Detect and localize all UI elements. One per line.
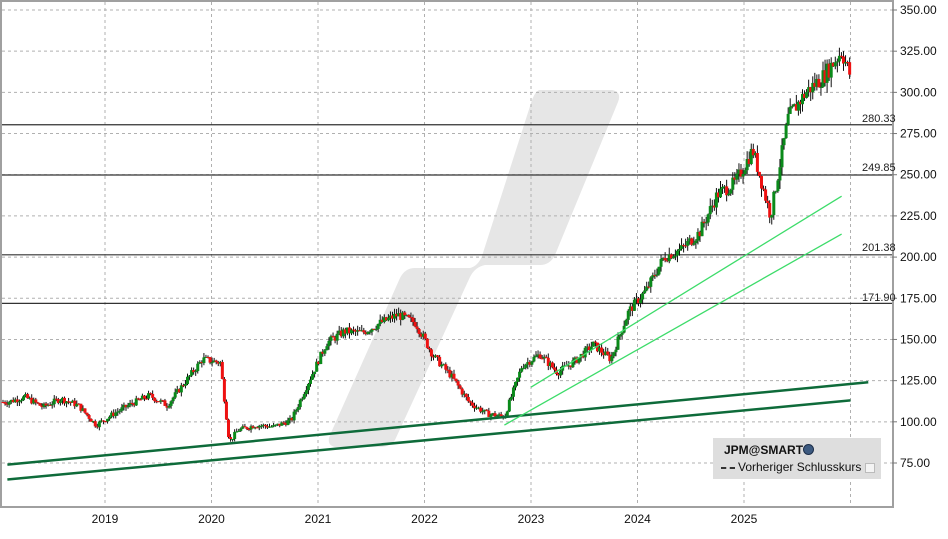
watermark-logo xyxy=(328,90,620,447)
legend-prev-close: Vorheriger Schlusskurs xyxy=(721,460,876,474)
svg-text:100.00: 100.00 xyxy=(900,415,937,429)
level-label-280: 280.33 xyxy=(862,113,896,125)
level-label-201: 201.38 xyxy=(862,242,896,254)
svg-text:2022: 2022 xyxy=(411,512,438,526)
dashed-line-icon xyxy=(721,466,735,469)
svg-text:2025: 2025 xyxy=(731,512,758,526)
svg-text:2024: 2024 xyxy=(624,512,651,526)
toggle-checkbox[interactable] xyxy=(865,462,876,473)
svg-text:275.00: 275.00 xyxy=(900,127,937,141)
chart-legend: JPM@SMART Vorheriger Schlusskurs xyxy=(713,438,881,479)
svg-text:200.00: 200.00 xyxy=(900,250,937,264)
svg-text:2021: 2021 xyxy=(305,512,332,526)
svg-text:325.00: 325.00 xyxy=(900,44,937,58)
svg-text:350.00: 350.00 xyxy=(900,3,937,17)
svg-text:225.00: 225.00 xyxy=(900,209,937,223)
candlesticks xyxy=(1,47,852,442)
x-axis: 2019 2020 2021 2022 2023 2024 2025 xyxy=(92,512,758,526)
svg-text:75.00: 75.00 xyxy=(900,456,930,470)
legend-symbol: JPM@SMART xyxy=(724,443,804,457)
trendlines xyxy=(7,195,869,481)
svg-text:2019: 2019 xyxy=(92,512,119,526)
horizontal-levels xyxy=(2,124,892,304)
svg-text:300.00: 300.00 xyxy=(900,85,937,99)
svg-text:2023: 2023 xyxy=(518,512,545,526)
svg-text:175.00: 175.00 xyxy=(900,291,937,305)
svg-text:250.00: 250.00 xyxy=(900,168,937,182)
svg-text:2020: 2020 xyxy=(198,512,225,526)
y-axis: 350.00 325.00 300.00 275.00 250.00 225.00 200.… xyxy=(892,3,937,470)
legend-prev-close-label: Vorheriger Schlusskurs xyxy=(738,460,862,474)
svg-text:150.00: 150.00 xyxy=(900,332,937,346)
svg-text:125.00: 125.00 xyxy=(900,374,937,388)
globe-icon[interactable] xyxy=(803,444,814,455)
level-label-250: 249.85 xyxy=(862,162,896,174)
plot-area xyxy=(0,0,894,508)
level-label-172: 171.90 xyxy=(862,292,896,304)
